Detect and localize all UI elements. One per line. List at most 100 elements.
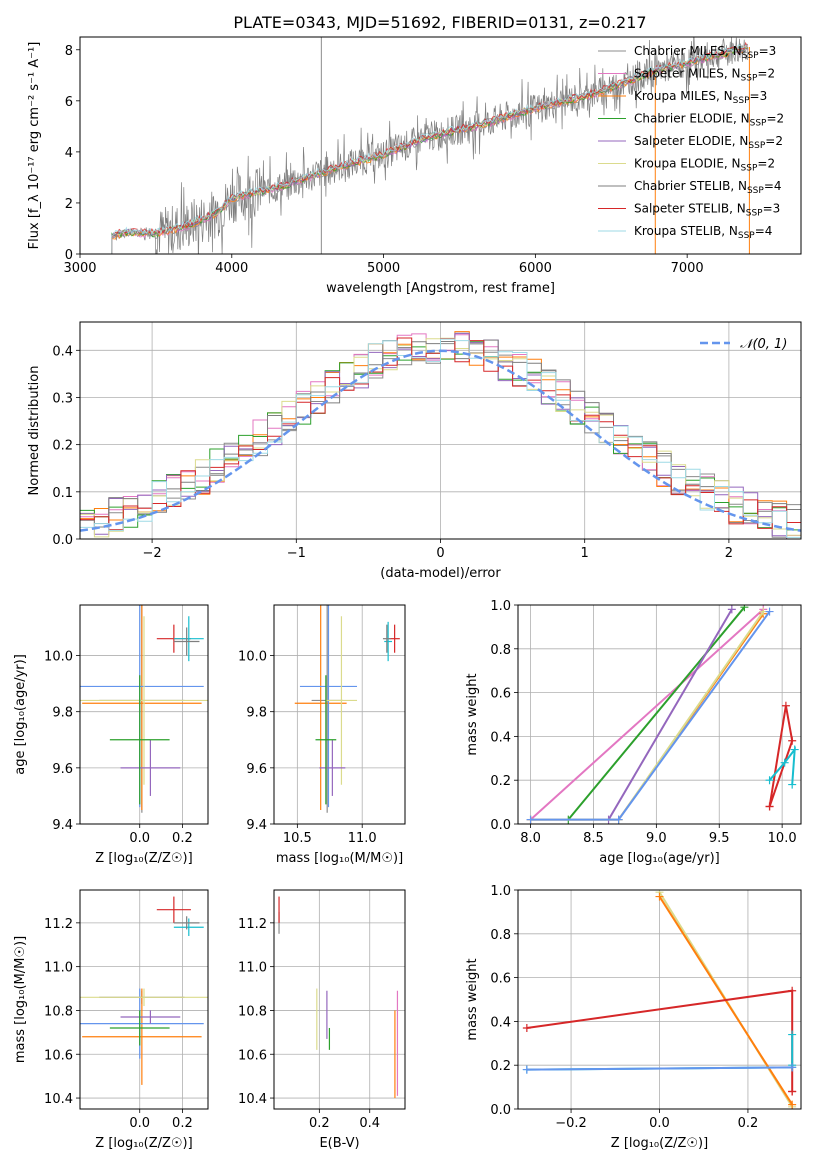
model-spectrum bbox=[111, 45, 748, 254]
y-tick-label: 0.6 bbox=[490, 972, 511, 987]
y-tick-label: 1.0 bbox=[490, 599, 511, 614]
y-tick-label: 0.0 bbox=[490, 818, 511, 833]
errorbar-point bbox=[319, 739, 346, 796]
plot-area bbox=[80, 331, 801, 539]
x-tick-label: 6000 bbox=[519, 261, 552, 276]
y-tick-label: 0.6 bbox=[490, 687, 511, 702]
model-spectrum bbox=[111, 41, 749, 254]
x-axis-label: mass [log₁₀(M/M☉)] bbox=[276, 851, 403, 866]
weight-line bbox=[529, 608, 764, 821]
errorbar-point bbox=[325, 616, 358, 785]
weight-marker bbox=[788, 1100, 797, 1109]
x-tick-label: 0.0 bbox=[129, 831, 150, 846]
y-tick-label: 0.2 bbox=[52, 439, 73, 454]
x-axis-label: (data-model)/error bbox=[380, 566, 501, 581]
errorbar-point bbox=[82, 605, 202, 810]
x-tick-label: 10.0 bbox=[768, 831, 797, 846]
x-axis-label: wavelength [Angstrom, rest frame] bbox=[326, 281, 555, 296]
errorbar-point bbox=[173, 918, 204, 936]
y-tick-label: 4 bbox=[65, 146, 73, 161]
y-axis-label: age [log₁₀(age/yr)] bbox=[13, 654, 28, 775]
y-tick-label: 10.4 bbox=[44, 1092, 73, 1107]
plot-area bbox=[80, 896, 208, 1085]
errorbar-point bbox=[173, 616, 204, 662]
errorbar-point bbox=[120, 739, 181, 796]
x-tick-label: 0.2 bbox=[738, 1116, 759, 1131]
panel-mass-vs-EBV: 0.2 0.4 10.4 10.6 10.8 11.0 11.2 E(B-V) bbox=[238, 889, 406, 1151]
legend-label: Kroupa MILES, NSSP=3 bbox=[634, 89, 767, 106]
axes-frame bbox=[517, 604, 802, 825]
y-tick-label: 0.2 bbox=[490, 774, 511, 789]
legend-value: =3 bbox=[759, 44, 777, 58]
weight-marker bbox=[614, 815, 623, 824]
panel-mass-vs-Z: 0.0 0.2 10.4 10.6 10.8 11.0 11.2 Z [log₁₀(Z/Z☉)… bbox=[13, 889, 209, 1151]
y-tick-label: 10.6 bbox=[44, 1048, 73, 1063]
x-tick-label: 8.5 bbox=[583, 831, 604, 846]
y-tick-label: 9.6 bbox=[52, 762, 73, 777]
y-tick-label: 10.4 bbox=[238, 1092, 267, 1107]
y-tick-label: 10.8 bbox=[238, 1004, 267, 1019]
legend-subscript: SSP bbox=[746, 209, 763, 219]
errorbar-point bbox=[156, 896, 191, 923]
weight-marker bbox=[788, 1030, 797, 1039]
y-tick-label: 11.2 bbox=[238, 917, 267, 932]
y-tick-label: 6 bbox=[65, 95, 73, 110]
legend-value: =4 bbox=[755, 224, 773, 238]
x-tick-label: 11.0 bbox=[348, 831, 377, 846]
x-tick-label: 9.5 bbox=[709, 831, 730, 846]
x-axis-label: age [log₁₀(age/yr)] bbox=[599, 851, 720, 866]
panel-age-vs-mass: 10.5 11.0 9.4 9.6 9.8 10.0 mass [log₁₀(M/M☉)] bbox=[238, 604, 406, 866]
y-axis-label: Flux [f_λ 10⁻¹⁷ erg cm⁻² s⁻¹ A⁻¹] bbox=[27, 42, 42, 250]
x-tick-label: 4000 bbox=[215, 261, 248, 276]
weight-marker bbox=[790, 745, 799, 754]
y-tick-label: 2 bbox=[65, 197, 73, 212]
x-axis-label: Z [log₁₀(Z/Z☉)] bbox=[95, 1136, 192, 1151]
errorbar-point bbox=[389, 624, 400, 653]
legend: Chabrier MILES, NSSP=3 Salpeter MILES, NS… bbox=[598, 44, 784, 241]
y-tick-label: 9.8 bbox=[246, 706, 267, 721]
y-axis-label: Normed distribution bbox=[27, 366, 42, 496]
x-tick-label: 3000 bbox=[63, 261, 96, 276]
residual-histogram bbox=[80, 338, 801, 538]
legend-value: =3 bbox=[750, 89, 768, 103]
legend-subscript: SSP bbox=[733, 96, 750, 106]
weight-marker bbox=[788, 780, 797, 789]
y-tick-label: 9.8 bbox=[52, 706, 73, 721]
x-tick-label: −1 bbox=[287, 546, 306, 561]
weight-marker bbox=[740, 605, 749, 612]
x-tick-label: 1 bbox=[581, 546, 589, 561]
legend-value: =2 bbox=[757, 157, 775, 171]
legend-value: =2 bbox=[765, 134, 783, 148]
x-tick-label: 0.2 bbox=[172, 831, 193, 846]
y-tick-label: 0.1 bbox=[52, 486, 73, 501]
y-tick-label: 0.4 bbox=[490, 1015, 511, 1030]
x-tick-label: −2 bbox=[143, 546, 162, 561]
axes-frame bbox=[79, 36, 802, 255]
errorbar-point bbox=[299, 605, 358, 808]
weight-marker bbox=[765, 607, 774, 616]
legend-label: Chabrier STELIB, NSSP=4 bbox=[634, 179, 782, 196]
model-spectrum bbox=[111, 44, 748, 254]
legend-value: =4 bbox=[764, 179, 782, 193]
y-tick-label: 0.2 bbox=[490, 1059, 511, 1074]
x-tick-label: 8.0 bbox=[520, 831, 541, 846]
weight-marker bbox=[788, 1087, 797, 1096]
x-tick-label: 0.0 bbox=[649, 1116, 670, 1131]
weight-line bbox=[526, 1066, 793, 1071]
weight-marker bbox=[780, 758, 789, 767]
x-tick-label: 2 bbox=[725, 546, 733, 561]
plot-area bbox=[80, 605, 208, 813]
errorbar-point bbox=[382, 624, 391, 653]
weight-marker bbox=[765, 776, 774, 785]
y-tick-label: 0 bbox=[65, 248, 73, 263]
legend-label: Salpeter MILES, NSSP=2 bbox=[634, 67, 775, 84]
y-tick-label: 9.4 bbox=[246, 818, 267, 833]
y-tick-label: 0.8 bbox=[490, 928, 511, 943]
y-axis-label: mass weight bbox=[465, 958, 480, 1040]
legend-subscript: SSP bbox=[747, 186, 764, 196]
y-tick-label: 11.2 bbox=[44, 917, 73, 932]
axes-frame bbox=[79, 604, 209, 825]
x-axis-label: Z [log₁₀(Z/Z☉)] bbox=[95, 851, 192, 866]
legend-value: =3 bbox=[763, 202, 781, 216]
legend-label: Kroupa ELODIE, NSSP=2 bbox=[634, 157, 775, 174]
